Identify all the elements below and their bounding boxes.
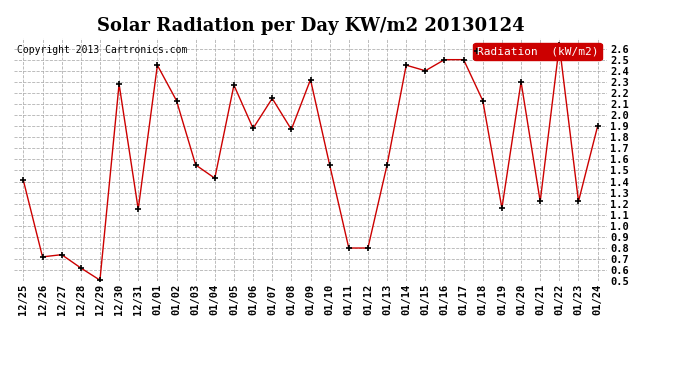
Radiation  (kW/m2) bbox=[268, 96, 277, 101]
Radiation  (kW/m2) bbox=[153, 63, 161, 68]
Radiation  (kW/m2) bbox=[210, 176, 219, 180]
Radiation  (kW/m2) bbox=[402, 63, 411, 68]
Radiation  (kW/m2) bbox=[115, 82, 124, 86]
Radiation  (kW/m2) bbox=[440, 57, 449, 62]
Radiation  (kW/m2) bbox=[134, 207, 142, 212]
Radiation  (kW/m2) bbox=[306, 77, 315, 82]
Radiation  (kW/m2) bbox=[383, 163, 391, 167]
Radiation  (kW/m2) bbox=[460, 57, 468, 62]
Radiation  (kW/m2) bbox=[249, 126, 257, 130]
Radiation  (kW/m2) bbox=[287, 127, 295, 132]
Radiation  (kW/m2) bbox=[172, 98, 181, 103]
Title: Solar Radiation per Day KW/m2 20130124: Solar Radiation per Day KW/m2 20130124 bbox=[97, 16, 524, 34]
Line: Radiation  (kW/m2): Radiation (kW/m2) bbox=[20, 42, 601, 284]
Radiation  (kW/m2) bbox=[192, 163, 200, 167]
Radiation  (kW/m2) bbox=[497, 206, 506, 210]
Radiation  (kW/m2) bbox=[574, 199, 582, 204]
Radiation  (kW/m2) bbox=[536, 199, 544, 204]
Radiation  (kW/m2) bbox=[421, 69, 429, 73]
Radiation  (kW/m2) bbox=[593, 124, 602, 128]
Radiation  (kW/m2) bbox=[479, 98, 487, 103]
Radiation  (kW/m2) bbox=[39, 255, 47, 259]
Legend: Radiation  (kW/m2): Radiation (kW/m2) bbox=[473, 43, 602, 60]
Text: Copyright 2013 Cartronics.com: Copyright 2013 Cartronics.com bbox=[17, 45, 187, 55]
Radiation  (kW/m2) bbox=[344, 246, 353, 250]
Radiation  (kW/m2) bbox=[77, 266, 85, 270]
Radiation  (kW/m2) bbox=[96, 278, 104, 282]
Radiation  (kW/m2) bbox=[19, 178, 28, 183]
Radiation  (kW/m2) bbox=[517, 80, 525, 84]
Radiation  (kW/m2) bbox=[555, 43, 564, 48]
Radiation  (kW/m2) bbox=[230, 83, 238, 87]
Radiation  (kW/m2) bbox=[57, 252, 66, 257]
Radiation  (kW/m2) bbox=[364, 246, 372, 250]
Radiation  (kW/m2) bbox=[326, 163, 334, 167]
